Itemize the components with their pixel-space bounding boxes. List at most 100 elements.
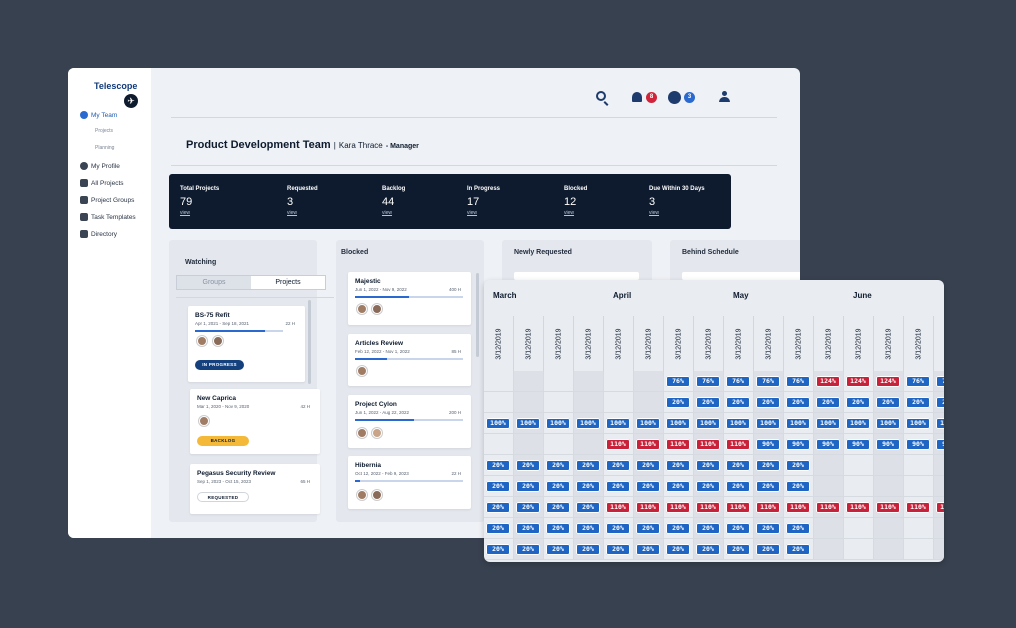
sidebar-item-task-templates[interactable]: Task Templates [80,213,136,221]
app-logo[interactable]: Telescope [94,81,138,91]
capacity-cell[interactable]: 76% [724,371,754,392]
capacity-cell[interactable]: 100% [754,413,784,434]
capacity-cell[interactable] [874,518,904,539]
team-icon[interactable] [668,91,681,104]
capacity-cell[interactable] [544,434,574,455]
capacity-cell[interactable]: 110% [604,497,634,518]
capacity-cell[interactable] [814,476,844,497]
capacity-cell[interactable]: 76% [694,371,724,392]
capacity-cell[interactable]: 20% [784,518,814,539]
capacity-cell[interactable]: 100% [814,413,844,434]
capacity-cell[interactable] [514,392,544,413]
capacity-cell[interactable] [844,455,874,476]
capacity-cell[interactable] [934,455,944,476]
capacity-cell[interactable]: 20% [484,497,514,518]
capacity-cell[interactable]: 100% [844,413,874,434]
capacity-cell[interactable]: 124% [814,371,844,392]
capacity-cell[interactable]: 20% [754,392,784,413]
capacity-cell[interactable]: 20% [784,455,814,476]
capacity-cell[interactable] [544,371,574,392]
project-card[interactable]: Pegasus Security Review Sep 1, 2023 - Oc… [190,464,320,514]
sidebar-item-projects[interactable]: Projects [95,128,114,134]
capacity-cell[interactable]: 20% [844,392,874,413]
capacity-cell[interactable]: 20% [484,455,514,476]
capacity-cell[interactable]: 76% [934,371,944,392]
capacity-cell[interactable] [544,392,574,413]
capacity-cell[interactable]: 76% [664,371,694,392]
capacity-cell[interactable]: 110% [724,434,754,455]
capacity-cell[interactable]: 20% [574,497,604,518]
sidebar-item-planning[interactable]: Planning [95,145,115,151]
capacity-cell[interactable]: 110% [724,497,754,518]
view-link[interactable]: view [180,210,191,216]
capacity-cell[interactable] [874,476,904,497]
capacity-cell[interactable]: 20% [754,455,784,476]
capacity-cell[interactable] [904,476,934,497]
capacity-cell[interactable]: 20% [484,518,514,539]
capacity-cell[interactable] [814,455,844,476]
capacity-cell[interactable]: 20% [604,539,634,560]
capacity-cell[interactable]: 100% [934,413,944,434]
project-card[interactable]: BS-75 Refit Apr 1, 2021 - Sep 18, 2021 2… [188,306,305,382]
view-link[interactable]: view [382,210,393,216]
capacity-cell[interactable]: 110% [844,497,874,518]
capacity-cell[interactable]: 90% [784,434,814,455]
capacity-cell[interactable]: 110% [904,497,934,518]
project-card[interactable]: Articles Review Feb 12, 2022 - Nov 1, 20… [348,334,471,386]
capacity-cell[interactable]: 100% [484,413,514,434]
sidebar-item-directory[interactable]: Directory [80,230,117,238]
capacity-cell[interactable] [574,434,604,455]
capacity-cell[interactable]: 20% [544,497,574,518]
project-card[interactable] [682,272,800,280]
sidebar-item-project-groups[interactable]: Project Groups [80,196,134,204]
capacity-cell[interactable]: 100% [604,413,634,434]
capacity-cell[interactable]: 100% [904,413,934,434]
capacity-cell[interactable]: 110% [664,497,694,518]
capacity-cell[interactable]: 20% [754,518,784,539]
capacity-cell[interactable]: 76% [754,371,784,392]
capacity-cell[interactable]: 20% [784,476,814,497]
project-card[interactable]: Hibernia Oct 12, 2022 - Feb 9, 2023 22 H [348,456,471,509]
capacity-cell[interactable] [514,434,544,455]
capacity-cell[interactable]: 20% [634,518,664,539]
capacity-cell[interactable] [484,434,514,455]
capacity-cell[interactable]: 100% [694,413,724,434]
capacity-cell[interactable]: 20% [694,539,724,560]
capacity-cell[interactable]: 90% [844,434,874,455]
capacity-cell[interactable]: 100% [634,413,664,434]
capacity-cell[interactable]: 20% [634,539,664,560]
capacity-cell[interactable]: 20% [514,497,544,518]
capacity-cell[interactable]: 20% [574,539,604,560]
capacity-cell[interactable]: 20% [514,455,544,476]
project-card[interactable]: New Caprica Mar 1, 2020 - Nov 9, 2020 42… [190,389,320,454]
capacity-cell[interactable]: 20% [544,518,574,539]
capacity-cell[interactable]: 110% [694,497,724,518]
capacity-cell[interactable]: 124% [874,371,904,392]
capacity-cell[interactable]: 20% [724,455,754,476]
tab-projects[interactable]: Projects [251,276,325,289]
capacity-cell[interactable]: 20% [694,518,724,539]
capacity-cell[interactable]: 20% [634,476,664,497]
sidebar-item-all-projects[interactable]: All Projects [80,179,124,187]
capacity-cell[interactable]: 20% [724,518,754,539]
capacity-cell[interactable]: 100% [664,413,694,434]
capacity-cell[interactable]: 76% [784,371,814,392]
sidebar-item-my-profile[interactable]: My Profile [80,162,120,170]
capacity-cell[interactable] [814,539,844,560]
capacity-cell[interactable]: 110% [604,434,634,455]
scrollbar[interactable] [476,273,479,357]
capacity-cell[interactable]: 20% [724,476,754,497]
capacity-cell[interactable]: 20% [544,476,574,497]
capacity-cell[interactable]: 20% [514,476,544,497]
capacity-cell[interactable]: 110% [784,497,814,518]
scrollbar[interactable] [308,300,311,384]
project-card[interactable] [514,272,639,280]
capacity-cell[interactable] [904,539,934,560]
project-card[interactable]: Project Cylon Jun 1, 2022 - Aug 22, 2022… [348,395,471,448]
capacity-cell[interactable]: 110% [814,497,844,518]
capacity-cell[interactable] [934,518,944,539]
capacity-cell[interactable]: 100% [514,413,544,434]
capacity-cell[interactable]: 20% [604,518,634,539]
capacity-cell[interactable]: 20% [664,539,694,560]
capacity-cell[interactable]: 20% [664,476,694,497]
